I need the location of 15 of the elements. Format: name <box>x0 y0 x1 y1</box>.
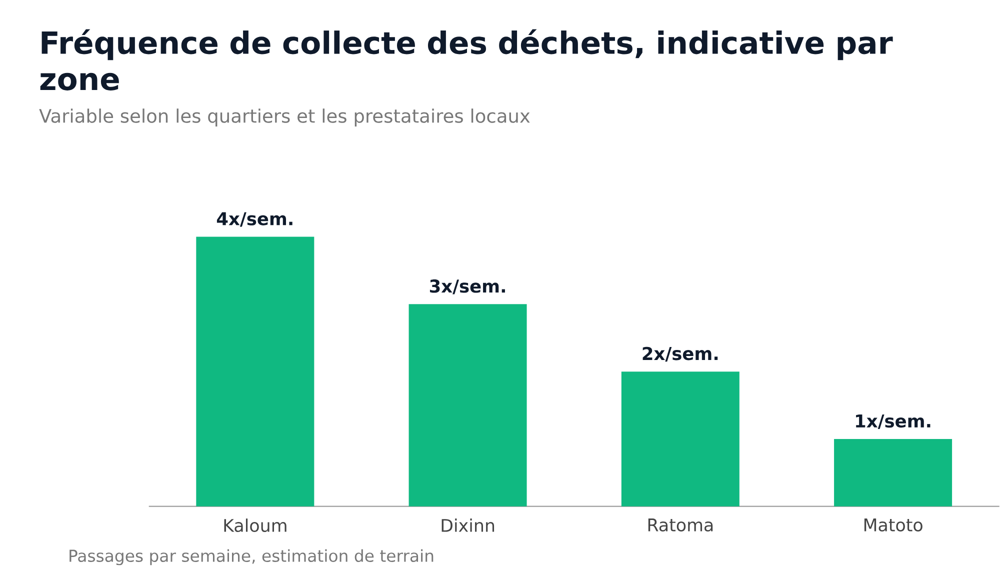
x-tick-label: Kaloum <box>224 518 286 532</box>
chart-title: Fréquence de collecte des déchets, indicative par zone <box>40 29 893 91</box>
x-tick-label: Ratoma <box>648 518 713 532</box>
data-label: 2x/sem. <box>642 346 718 362</box>
data-label: 1x/sem. <box>856 414 930 430</box>
bar <box>196 236 314 506</box>
chart-subtitle: Variable selon les quartiers et les prestataires locaux <box>39 108 530 127</box>
bar <box>834 439 952 506</box>
bar <box>408 304 527 506</box>
bar <box>621 372 740 506</box>
data-label: 3x/sem. <box>430 279 505 294</box>
data-label: 4x/sem. <box>216 212 292 227</box>
text: Passages par semaine, estimation de terrain <box>70 549 434 566</box>
x-tick-label: Matoto <box>864 518 922 532</box>
x-tick-label: Dixinn <box>442 518 494 532</box>
